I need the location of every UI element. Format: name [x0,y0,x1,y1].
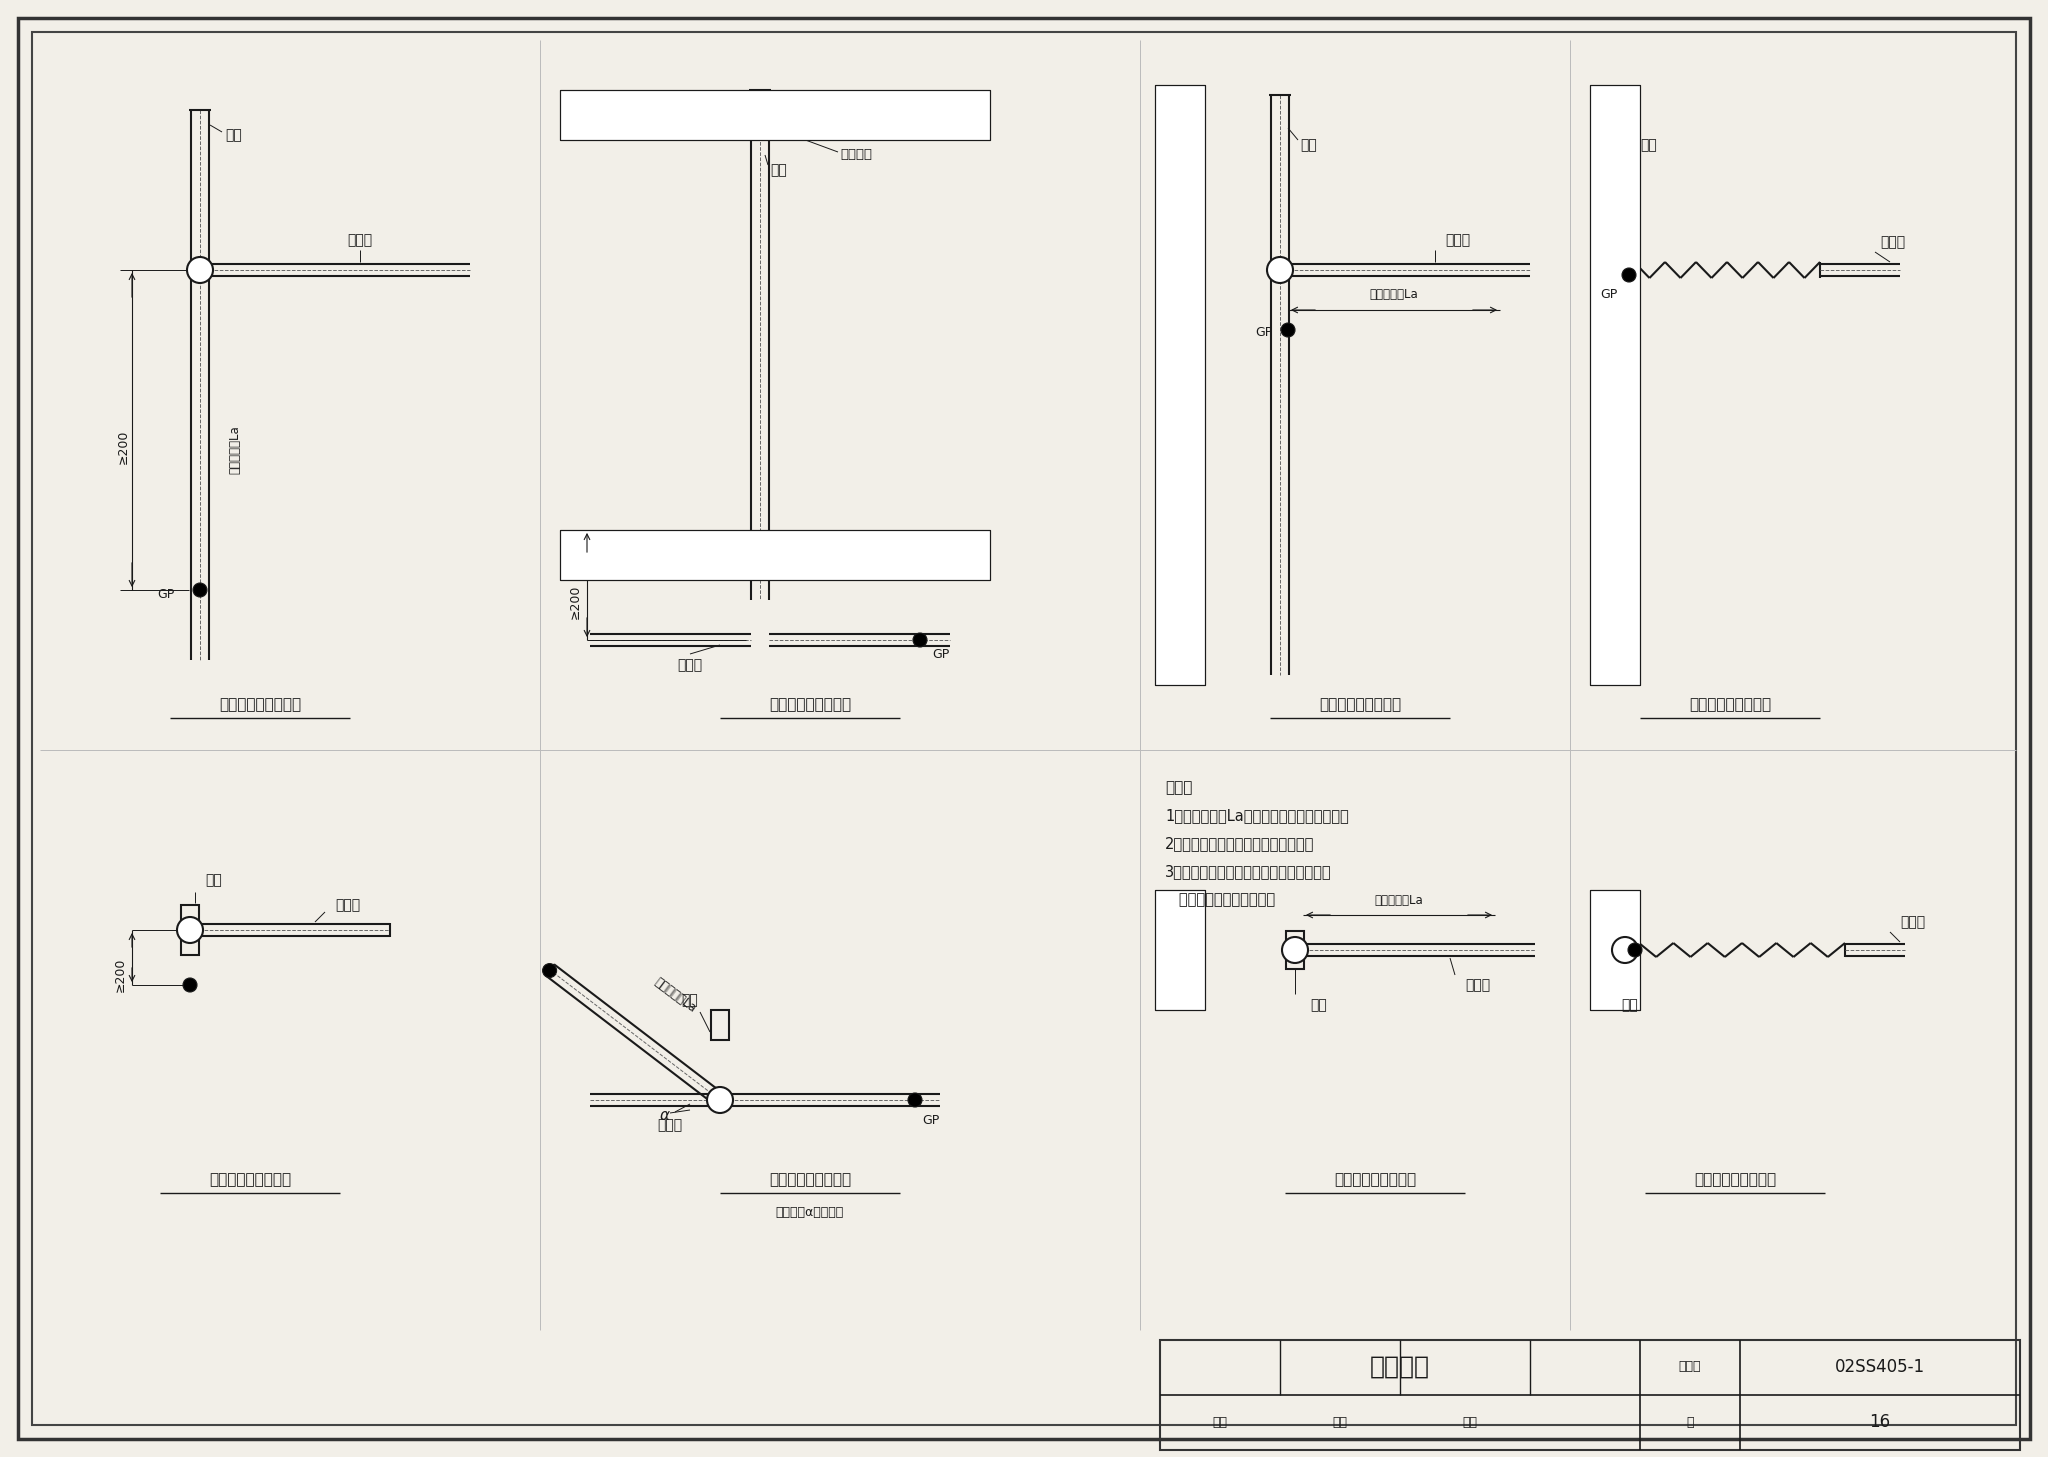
Text: 横干管: 横干管 [678,659,702,672]
Text: 自由臂长度La: 自由臂长度La [1370,288,1419,302]
Text: 立管: 立管 [1622,998,1638,1013]
Text: 支管连接（一）平面: 支管连接（一）平面 [209,1173,291,1187]
Bar [559,90,989,140]
Bar [1155,85,1204,685]
Bar [559,530,989,580]
Text: 立管: 立管 [1300,138,1317,152]
Text: 横支管: 横支管 [336,898,360,912]
Text: 图集号: 图集号 [1679,1361,1702,1374]
Text: 支管连接（三）立面: 支管连接（三）立面 [1319,698,1401,712]
Bar [559,530,989,580]
Bar [1155,890,1204,1010]
Text: ≥200: ≥200 [569,586,582,619]
Bar [1589,890,1640,1010]
Bar [180,905,199,954]
Text: α: α [659,1107,670,1122]
Text: GP: GP [158,589,174,602]
Circle shape [186,256,213,283]
Circle shape [707,1087,733,1113]
Bar [1589,85,1640,685]
Text: 横干管: 横干管 [657,1118,682,1132]
Bar [1589,85,1640,685]
Circle shape [182,978,197,992]
Text: 出支管处加设固定支承。: 出支管处加设固定支承。 [1165,892,1276,908]
Text: 注：角度α由设计定: 注：角度α由设计定 [776,1206,844,1220]
Bar [1589,890,1640,1010]
Text: 自由臂长度La: 自由臂长度La [651,975,698,1016]
Bar [559,90,989,140]
Bar [1286,931,1305,969]
Text: 横支管: 横支管 [1446,233,1470,248]
Text: 固定吊架: 固定吊架 [840,149,872,162]
Circle shape [543,963,557,978]
Bar [1155,85,1204,685]
Text: 横支管: 横支管 [1901,915,1925,930]
Text: 横支管: 横支管 [1464,978,1491,992]
Bar [1589,85,1640,685]
Text: 立管: 立管 [770,163,786,176]
Text: 审核: 审核 [1212,1416,1227,1428]
Text: GP: GP [922,1113,940,1126]
Text: 2．自由臂上不宜装设其它管道附件。: 2．自由臂上不宜装设其它管道附件。 [1165,836,1315,851]
Bar [559,90,989,140]
Circle shape [907,1093,922,1107]
Bar [711,1010,729,1040]
Text: 立管: 立管 [1640,138,1657,152]
Text: 页: 页 [1686,1416,1694,1428]
Text: 支管连接（四）平面: 支管连接（四）平面 [1694,1173,1776,1187]
Text: ≥200: ≥200 [113,957,127,992]
Text: 横支管: 横支管 [1880,235,1905,249]
Circle shape [1280,323,1294,337]
Circle shape [1628,943,1642,957]
Circle shape [1622,268,1636,283]
Text: 16: 16 [1870,1413,1890,1431]
Text: 校对: 校对 [1333,1416,1348,1428]
Text: 支管连接: 支管连接 [1370,1355,1430,1378]
Bar [1616,931,1634,969]
Text: 自由臂长度La: 自由臂长度La [229,425,242,475]
Text: 说明：: 说明： [1165,779,1192,796]
Bar [1155,890,1204,1010]
Text: GP: GP [1255,326,1274,339]
Bar [1155,85,1204,685]
Bar [559,530,989,580]
Text: 1．自由臂长度La应按总说明要求计算确定。: 1．自由臂长度La应按总说明要求计算确定。 [1165,809,1350,823]
Text: 支管连接（三）平面: 支管连接（三）平面 [1333,1173,1415,1187]
Circle shape [193,583,207,597]
Circle shape [1282,937,1309,963]
Text: 立管: 立管 [1311,998,1327,1013]
Text: 支管连接（二）立面: 支管连接（二）立面 [768,698,852,712]
Bar [1159,1340,2019,1450]
Text: GP: GP [932,648,950,661]
Text: 立管: 立管 [225,128,242,141]
Circle shape [1612,937,1638,963]
Bar [1589,890,1640,1010]
Text: 立管: 立管 [682,994,698,1007]
Text: 支管连接（二）平面: 支管连接（二）平面 [768,1173,852,1187]
Circle shape [913,632,928,647]
Bar [1155,890,1204,1010]
Text: 支管连接（一）立面: 支管连接（一）立面 [219,698,301,712]
Circle shape [1268,256,1292,283]
Text: GP: GP [1599,288,1618,302]
Text: 立管: 立管 [205,873,221,887]
Text: 自由臂长度La: 自由臂长度La [1374,893,1423,906]
Text: 横支管: 横支管 [348,233,373,248]
Text: ≥200: ≥200 [117,430,129,465]
Text: 设计: 设计 [1462,1416,1477,1428]
Circle shape [176,916,203,943]
Text: 3．若满足不了自由臂要求，则应在三通引: 3．若满足不了自由臂要求，则应在三通引 [1165,864,1331,879]
Text: 支管连接（四）立面: 支管连接（四）立面 [1690,698,1772,712]
Text: 02SS405-1: 02SS405-1 [1835,1358,1925,1375]
